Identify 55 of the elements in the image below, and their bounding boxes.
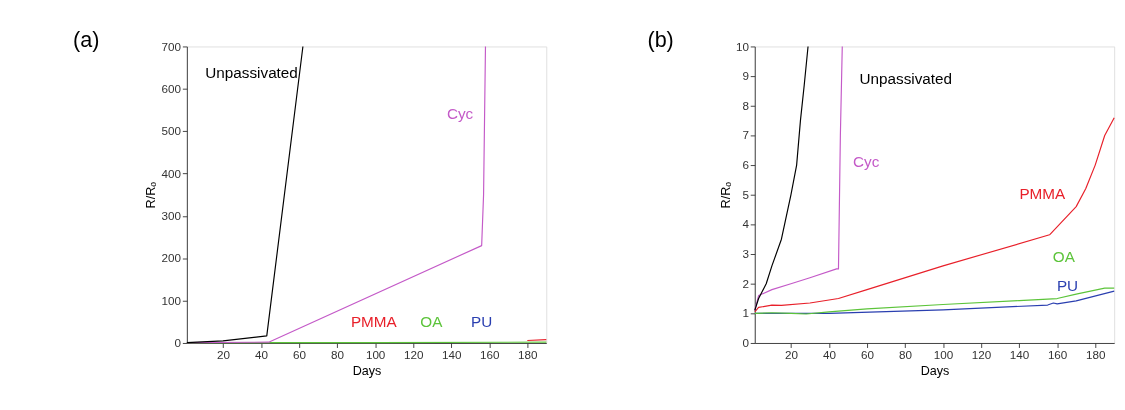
x-tick-label: 40 [822, 347, 837, 361]
x-tick-label: 60 [860, 347, 875, 361]
y-axis-title: R/Rₒ [144, 181, 159, 209]
x-tick-label: 20 [784, 347, 799, 361]
y-tick-label: 7 [742, 128, 749, 142]
x-tick-label: 120 [403, 347, 424, 361]
x-tick-label: 80 [331, 347, 345, 361]
legend-label: PU [471, 312, 493, 330]
y-tick-label: 100 [161, 293, 182, 307]
x-tick-label: 140 [1009, 347, 1030, 361]
chart-title: (a) [73, 27, 100, 53]
y-tick-label: 2 [742, 276, 749, 290]
y-tick-label: 6 [742, 158, 749, 172]
y-axis-title: R/Rₒ [718, 181, 733, 209]
x-tick-label: 160 [479, 347, 500, 361]
x-axis-title: Days [352, 363, 382, 378]
x-axis-title: Days [920, 363, 950, 378]
chart-title: (b) [647, 27, 674, 53]
text: Unpassivated [859, 69, 952, 87]
x-tick-label: 80 [898, 347, 913, 361]
y-tick-label: 8 [742, 98, 749, 112]
series-label: OA [420, 312, 444, 330]
y-tick-label: 0 [174, 336, 182, 350]
x-tick-label: 20 [216, 347, 231, 361]
y-tick-label: 400 [161, 166, 182, 180]
line-series [754, 45, 809, 311]
series-label: Cyc [446, 105, 474, 123]
y-tick-label: 300 [161, 208, 182, 222]
series-label: PMMA [1019, 185, 1067, 203]
y-tick-label: 3 [742, 247, 749, 261]
text: PMMA [350, 312, 398, 330]
y-tick-label: 0 [742, 336, 750, 350]
series-label: Cyc [853, 152, 880, 170]
x-tick-label: 60 [293, 347, 307, 361]
x-tick-label: 180 [518, 347, 538, 361]
x-tick-label: 100 [933, 347, 954, 361]
y-tick-label: 10 [735, 39, 750, 53]
x-tick-label: 140 [441, 347, 462, 361]
y-tick-label: 200 [161, 251, 182, 265]
y-tick-label: 1 [742, 306, 749, 320]
x-tick-label: 40 [255, 347, 269, 361]
line-series [754, 117, 1115, 313]
series-label: OA [1052, 247, 1076, 265]
series-label: Unpassivated [205, 63, 298, 81]
series-label: PU [1056, 277, 1079, 295]
y-tick-label: 700 [161, 39, 182, 53]
y-tick-label: 4 [742, 217, 750, 231]
x-tick-label: 100 [365, 347, 386, 361]
x-tick-label: 120 [971, 347, 992, 361]
y-tick-label: 600 [161, 81, 182, 95]
y-tick-label: 500 [161, 124, 182, 138]
y-tick-label: 5 [742, 187, 749, 201]
y-tick-label: 9 [742, 69, 749, 83]
x-tick-label: 180 [1085, 347, 1106, 361]
x-tick-label: 160 [1047, 347, 1068, 361]
